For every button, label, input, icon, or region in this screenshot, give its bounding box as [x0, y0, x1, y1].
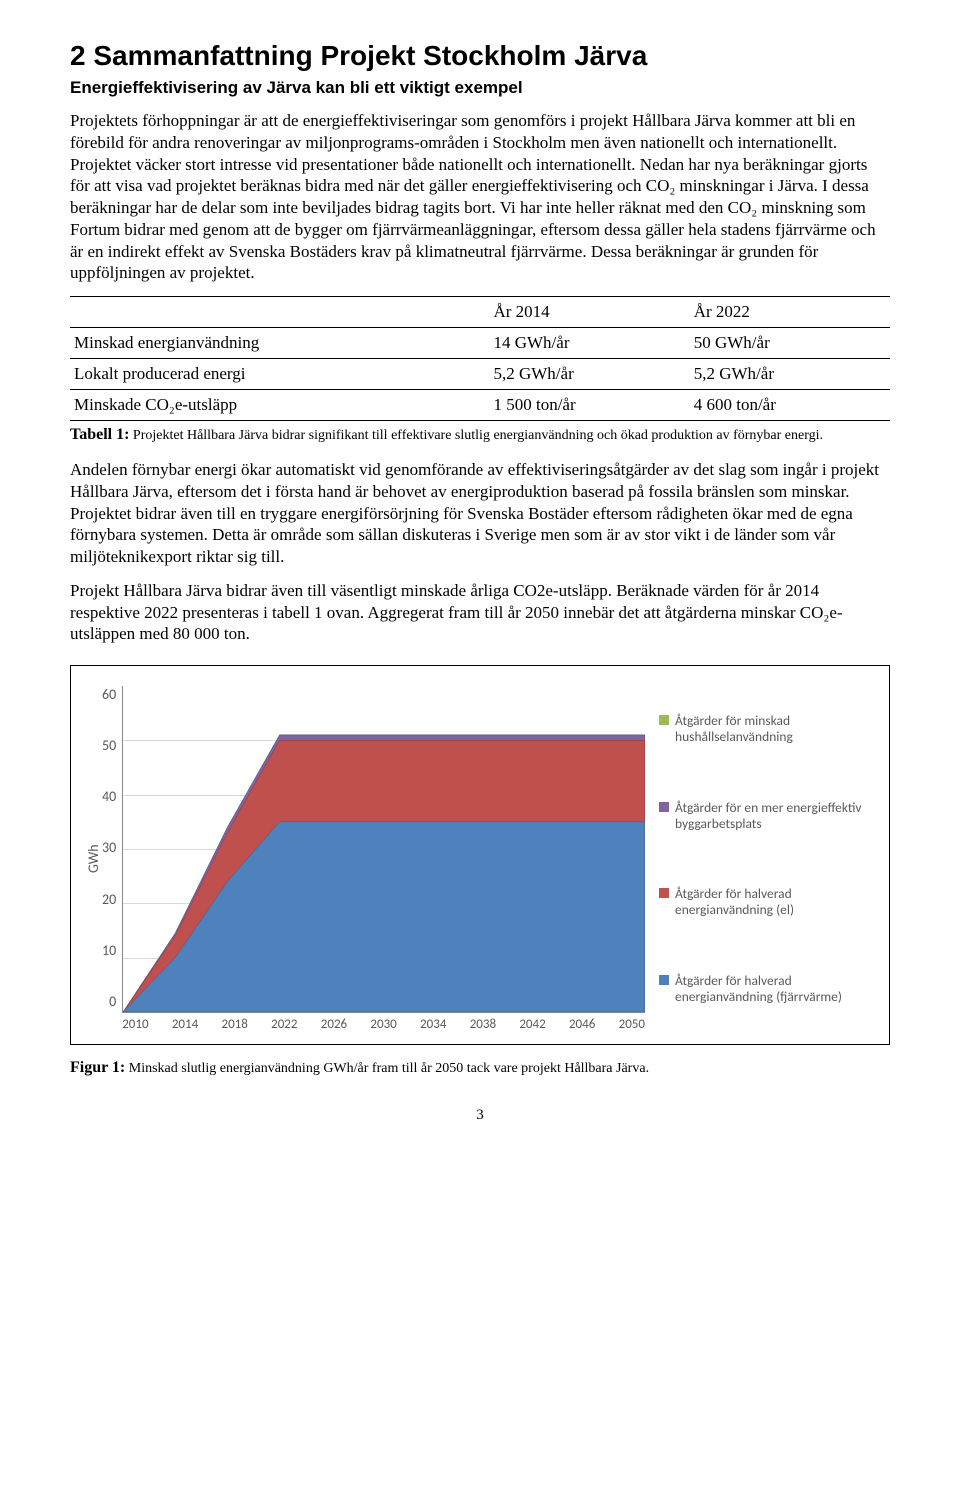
table-cell: 4 600 ton/år [690, 390, 890, 421]
y-tick: 40 [102, 788, 116, 805]
table-caption-text: Projektet Hållbara Järva bidrar signifik… [129, 428, 823, 443]
legend-label: Åtgärder för minskad hushållselanvändnin… [675, 713, 879, 745]
legend-swatch [659, 802, 669, 812]
table-cell: 50 GWh/år [690, 328, 890, 359]
chart-y-label: GWh [81, 686, 102, 1032]
paragraph-1: Projektets förhoppningar är att de energ… [70, 110, 890, 284]
x-tick: 2046 [569, 1017, 595, 1032]
figure-caption-label: Figur 1: [70, 1059, 125, 1076]
table-cell: 5,2 GWh/år [690, 359, 890, 390]
table-cell: 14 GWh/år [489, 328, 689, 359]
table-row: Minskade CO₂e-utsläpp 1 500 ton/år 4 600… [70, 390, 890, 421]
page-number: 3 [70, 1107, 890, 1124]
y-tick: 50 [102, 737, 116, 754]
x-tick: 2034 [420, 1017, 446, 1032]
x-tick: 2026 [321, 1017, 347, 1032]
table-header-cell [70, 297, 489, 328]
legend-swatch [659, 888, 669, 898]
legend-item: Åtgärder för minskad hushållselanvändnin… [659, 713, 879, 745]
summary-table: År 2014 År 2022 Minskad energianvändning… [70, 296, 890, 421]
section-heading: 2 Sammanfattning Projekt Stockholm Järva [70, 40, 890, 72]
x-tick: 2022 [271, 1017, 297, 1032]
legend-label: Åtgärder för halverad energianvändning (… [675, 886, 879, 918]
x-tick: 2042 [519, 1017, 545, 1032]
table-cell: 1 500 ton/år [489, 390, 689, 421]
legend-swatch [659, 975, 669, 985]
legend-label: Åtgärder för halverad energianvändning (… [675, 973, 879, 1005]
chart-legend: Åtgärder för minskad hushållselanvändnin… [645, 686, 879, 1032]
table-row: Minskad energianvändning 14 GWh/år 50 GW… [70, 328, 890, 359]
figure-caption-text: Minskad slutlig energianvändning GWh/år … [125, 1061, 649, 1076]
legend-item: Åtgärder för en mer energieffektiv bygga… [659, 800, 879, 832]
table-caption: Tabell 1: Projektet Hållbara Järva bidra… [70, 425, 890, 445]
table-cell: Minskad energianvändning [70, 328, 489, 359]
table-header-cell: År 2022 [690, 297, 890, 328]
chart-y-axis: 60 50 40 30 20 10 0 [102, 686, 122, 1010]
page: 2 Sammanfattning Projekt Stockholm Järva… [0, 0, 960, 1154]
y-tick: 60 [102, 686, 116, 703]
x-tick: 2014 [172, 1017, 198, 1032]
table-cell: Lokalt producerad energi [70, 359, 489, 390]
legend-item: Åtgärder för halverad energianvändning (… [659, 886, 879, 918]
section-subheading: Energieffektivisering av Järva kan bli e… [70, 78, 890, 98]
paragraph-3: Projekt Hållbara Järva bidrar även till … [70, 580, 890, 645]
table-cell: Minskade CO₂e-utsläpp [70, 390, 489, 421]
x-tick: 2018 [221, 1017, 247, 1032]
legend-swatch [659, 715, 669, 725]
x-tick: 2038 [470, 1017, 496, 1032]
chart-x-axis: 2010 2014 2018 2022 2026 2030 2034 2038 … [122, 1013, 645, 1032]
y-tick: 20 [102, 891, 116, 908]
table-caption-label: Tabell 1: [70, 426, 129, 443]
x-tick: 2030 [370, 1017, 396, 1032]
y-tick: 0 [102, 993, 116, 1010]
area-chart: GWh 60 50 40 30 20 10 0 2010 2014 2018 2… [70, 665, 890, 1045]
legend-item: Åtgärder för halverad energianvändning (… [659, 973, 879, 1005]
legend-label: Åtgärder för en mer energieffektiv bygga… [675, 800, 879, 832]
table-header-row: År 2014 År 2022 [70, 297, 890, 328]
y-tick: 30 [102, 839, 116, 856]
paragraph-2: Andelen förnybar energi ökar automatiskt… [70, 459, 890, 568]
x-tick: 2050 [619, 1017, 645, 1032]
chart-plot-area [122, 686, 645, 1013]
table-cell: 5,2 GWh/år [489, 359, 689, 390]
table-row: Lokalt producerad energi 5,2 GWh/år 5,2 … [70, 359, 890, 390]
y-tick: 10 [102, 942, 116, 959]
figure-caption: Figur 1: Minskad slutlig energianvändnin… [70, 1059, 890, 1077]
x-tick: 2010 [122, 1017, 148, 1032]
table-header-cell: År 2014 [489, 297, 689, 328]
